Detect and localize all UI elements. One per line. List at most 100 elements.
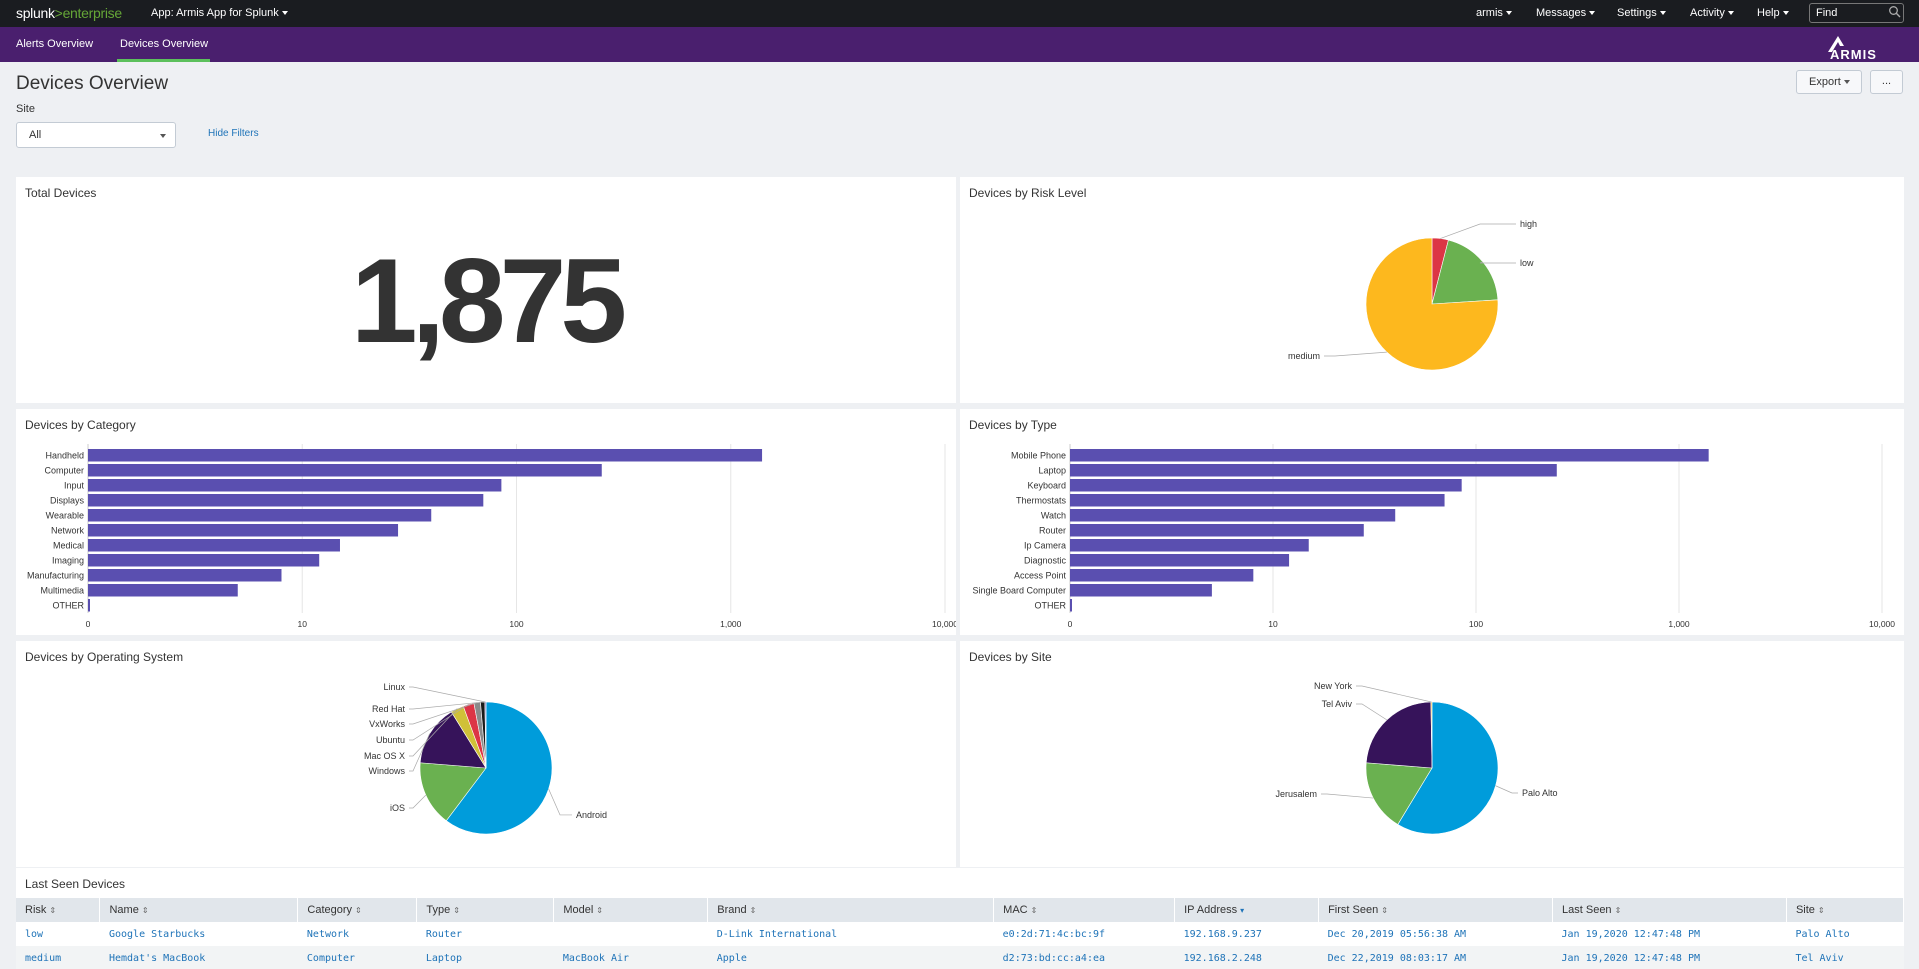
top-bar: splunk>enterprise App: Armis App for Spl… (0, 0, 1919, 27)
help-menu[interactable]: Help (1757, 7, 1789, 19)
table-cell[interactable] (554, 922, 708, 946)
panel-title: Devices by Operating System (25, 650, 184, 664)
bar-laptop[interactable] (1070, 464, 1557, 477)
type-bar-chart: 0 10 100 1,000 10,000 Mobile Phone Laptop Keybo… (972, 444, 1895, 629)
splunk-logo[interactable]: splunk>enterprise (16, 5, 122, 21)
risk-pie-chart: high low medium (1288, 219, 1537, 371)
pie-label: New York (1314, 681, 1353, 691)
app-menu[interactable]: App: Armis App for Splunk (151, 7, 288, 19)
bar-other[interactable] (1070, 599, 1072, 612)
column-header-type[interactable]: Type ⇕ (416, 898, 555, 922)
table-cell[interactable]: Laptop (416, 946, 554, 969)
pie-slice-jerusalem[interactable] (1365, 762, 1433, 825)
pie-slice-medium[interactable] (1365, 237, 1499, 371)
table-cell[interactable]: e0:2d:71:4c:bc:9f (1002, 928, 1106, 940)
table-cell[interactable]: Computer (297, 946, 417, 969)
bar-other[interactable] (88, 599, 90, 612)
search-icon[interactable] (1888, 5, 1902, 19)
table-cell[interactable]: 192.168.2.248 (1174, 946, 1319, 969)
messages-menu[interactable]: Messages (1536, 7, 1596, 19)
table-cell[interactable]: Network (306, 928, 350, 940)
table-cell[interactable]: Hemdat's MacBook (99, 946, 298, 969)
pie-slice-palo-alto[interactable] (1397, 701, 1499, 835)
bar-imaging[interactable] (88, 554, 320, 567)
x-tick-label: 10,000 (932, 619, 956, 629)
user-menu[interactable]: armis (1476, 7, 1512, 19)
table-row[interactable]: medium Hemdat's MacBook Computer Laptop MacB… (16, 946, 1904, 969)
column-header-first-seen[interactable]: First Seen ⇕ (1318, 898, 1554, 922)
y-category-label: Laptop (1038, 466, 1066, 476)
column-header-model[interactable]: Model ⇕ (553, 898, 709, 922)
table-cell[interactable]: medium (16, 946, 100, 969)
bar-mobile-phone[interactable] (1070, 449, 1709, 462)
table-cell[interactable]: Tel Aviv (1786, 946, 1904, 969)
more-actions-button[interactable]: ... (1870, 70, 1903, 94)
bar-keyboard[interactable] (1070, 479, 1462, 492)
table-cell[interactable]: Jan 19,2020 12:47:48 PM (1552, 946, 1787, 969)
bar-input[interactable] (88, 479, 502, 492)
site-filter-select[interactable]: All (16, 122, 176, 148)
tab-alerts-overview[interactable]: Alerts Overview (16, 38, 94, 50)
column-header-risk[interactable]: Risk ⇕ (16, 898, 101, 922)
bar-wearable[interactable] (88, 509, 432, 522)
table-cell[interactable]: Apple (707, 946, 994, 969)
table-cell[interactable]: D-Link International (716, 928, 838, 940)
table-row[interactable]: low Google Starbucks Network Router D-Link I… (16, 922, 1904, 946)
table-cell[interactable]: Google Starbucks (108, 928, 206, 940)
table-cell[interactable]: low (25, 928, 44, 940)
pie-slice-tel-aviv[interactable] (1365, 701, 1433, 769)
column-header-last-seen[interactable]: Last Seen ⇕ (1552, 898, 1787, 922)
pie-label: Red Hat (372, 704, 406, 714)
tab-devices-overview[interactable]: Devices Overview (120, 38, 209, 50)
table-cell[interactable]: Jan 19,2020 12:47:48 PM (1561, 928, 1700, 940)
bar-network[interactable] (88, 524, 399, 537)
table-body: low Google Starbucks Network Router D-Link I… (16, 922, 1904, 969)
bar-single-board-computer[interactable] (1070, 584, 1212, 597)
pie-label: high (1520, 219, 1537, 229)
table-cell[interactable]: Router (425, 928, 462, 940)
table-cell[interactable]: MacBook Air (553, 946, 708, 969)
column-header-label: Model (563, 904, 594, 916)
settings-menu[interactable]: Settings (1617, 7, 1666, 19)
column-header-mac[interactable]: MAC ⇕ (993, 898, 1176, 922)
os-pie-chart: Android iOS Windows Mac OS X Ubuntu VxWorks Re… (364, 682, 607, 835)
bar-manufacturing[interactable] (88, 569, 282, 582)
bar-router[interactable] (1070, 524, 1364, 537)
column-header-ip-address[interactable]: IP Address ▾ (1174, 898, 1320, 922)
chevron-down-icon (1782, 11, 1789, 16)
table-cell[interactable]: 192.168.9.237 (1183, 928, 1262, 940)
hide-filters-link[interactable]: Hide Filters (208, 128, 259, 139)
column-header-name[interactable]: Name ⇕ (99, 898, 299, 922)
table-cell[interactable]: Dec 20,2019 05:56:38 AM (1327, 928, 1467, 940)
table-cell[interactable]: d2:73:bd:cc:a4:ea (993, 946, 1175, 969)
export-button[interactable]: Export (1796, 70, 1862, 94)
bar-displays[interactable] (88, 494, 484, 507)
table-cell[interactable]: Dec 22,2019 08:03:17 AM (1318, 946, 1553, 969)
bar-access-point[interactable] (1070, 569, 1254, 582)
y-category-label: Network (51, 526, 85, 536)
bar-watch[interactable] (1070, 509, 1396, 522)
table-cell[interactable]: Palo Alto (1795, 928, 1850, 940)
x-tick-label: 0 (86, 619, 91, 629)
chevron-down-icon (1727, 11, 1734, 16)
bar-diagnostic[interactable] (1070, 554, 1290, 567)
pie-slice-android[interactable] (445, 701, 553, 835)
pie-leader-line (1440, 223, 1516, 239)
bar-multimedia[interactable] (88, 584, 238, 597)
bar-handheld[interactable] (88, 449, 763, 462)
bar-ip-camera[interactable] (1070, 539, 1309, 552)
find-input[interactable]: Find (1809, 3, 1904, 23)
bar-thermostats[interactable] (1070, 494, 1445, 507)
pie-label: VxWorks (369, 719, 405, 729)
column-header-label: Name (109, 904, 139, 916)
column-header-label: Type (426, 904, 451, 916)
sort-icon: ⇕ (141, 906, 149, 915)
active-tab-indicator (117, 59, 210, 62)
column-header-category[interactable]: Category ⇕ (297, 898, 418, 922)
bar-medical[interactable] (88, 539, 340, 552)
column-header-brand[interactable]: Brand ⇕ (707, 898, 995, 922)
column-header-site[interactable]: Site ⇕ (1786, 898, 1905, 922)
pie-label: Tel Aviv (1322, 699, 1353, 709)
activity-menu[interactable]: Activity (1690, 7, 1734, 19)
bar-computer[interactable] (88, 464, 602, 477)
